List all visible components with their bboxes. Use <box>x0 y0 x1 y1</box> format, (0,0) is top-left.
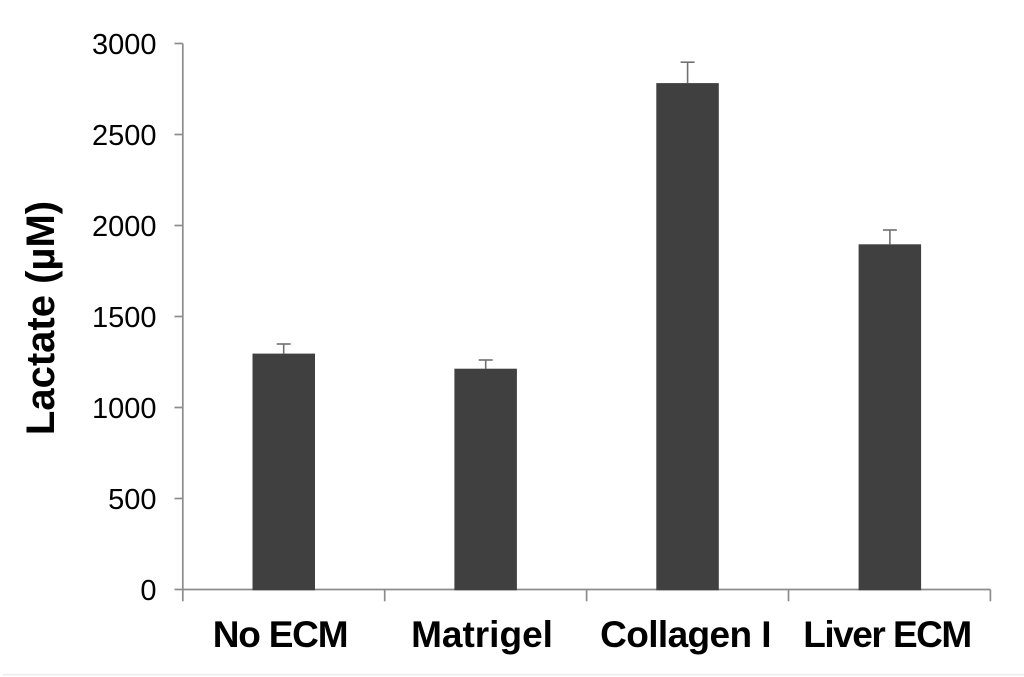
svg-text:2500: 2500 <box>92 120 157 152</box>
svg-text:Liver ECM: Liver ECM <box>803 614 970 655</box>
svg-text:500: 500 <box>108 484 156 516</box>
svg-text:No ECM: No ECM <box>213 614 348 655</box>
svg-text:0: 0 <box>140 575 156 607</box>
svg-text:2000: 2000 <box>92 211 157 243</box>
svg-text:Lactate (µM): Lactate (µM) <box>19 201 63 435</box>
svg-text:1000: 1000 <box>92 393 157 425</box>
svg-text:Collagen I: Collagen I <box>600 614 771 655</box>
svg-text:3000: 3000 <box>92 29 157 61</box>
svg-text:Matrigel: Matrigel <box>411 614 553 655</box>
svg-text:1500: 1500 <box>92 302 157 334</box>
